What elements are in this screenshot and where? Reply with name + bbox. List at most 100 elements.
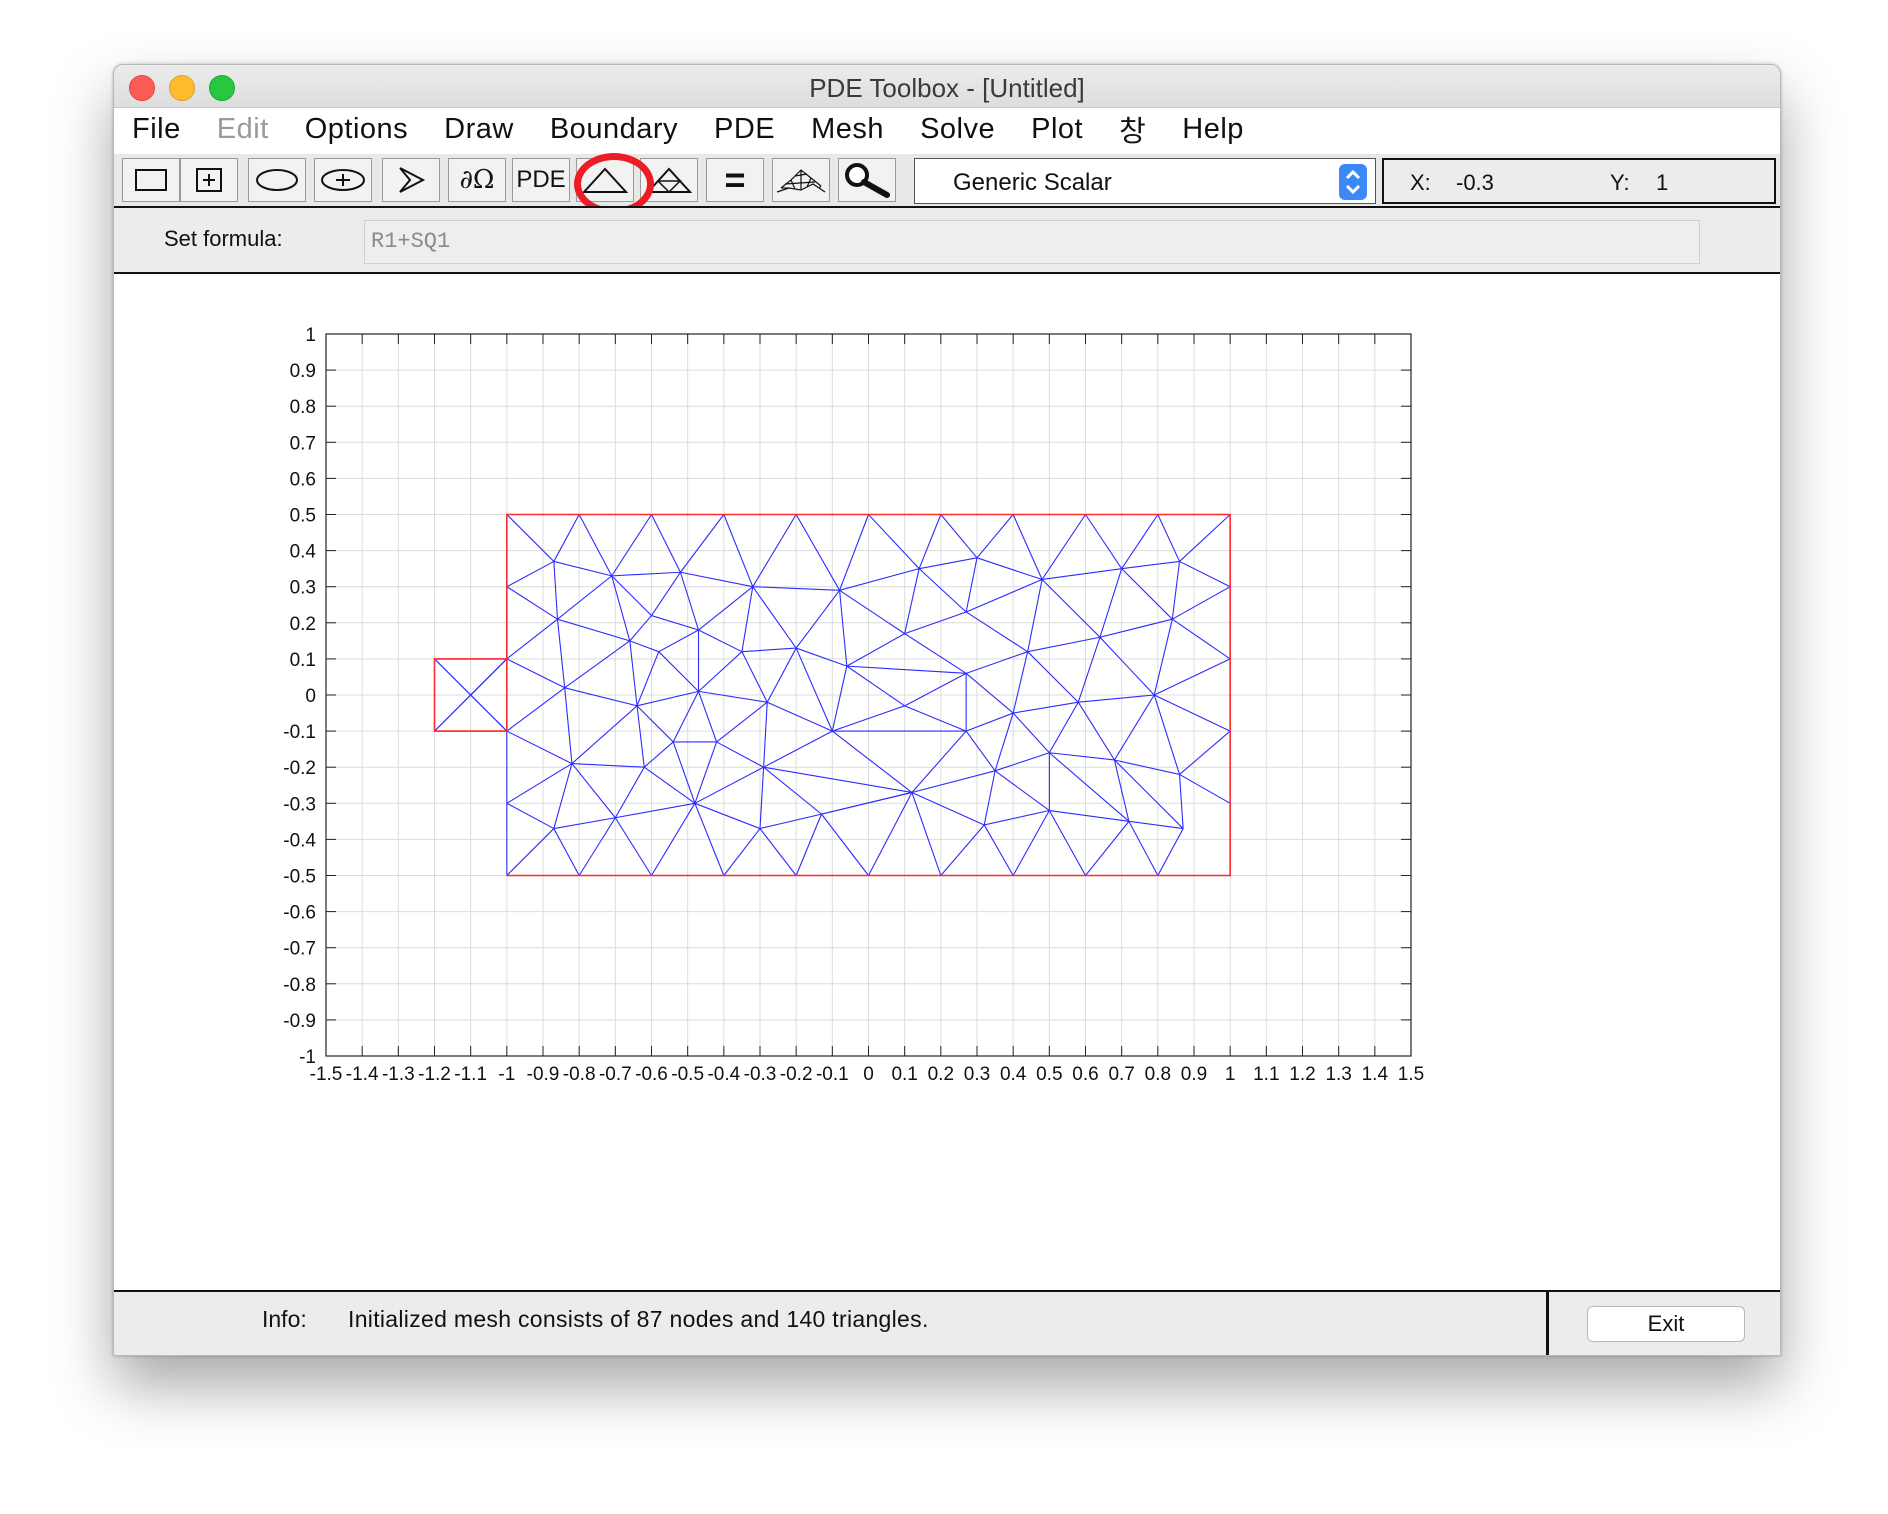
pde-specification-button[interactable]: PDE [512,158,570,202]
mesh-edge [911,730,967,793]
menu-item[interactable]: Boundary [549,112,678,145]
draw-rectangle-button[interactable] [122,158,180,202]
x-tick-label: 1.4 [1362,1064,1389,1085]
mesh-edge [1027,579,1043,652]
draw-centered-rectangle-button[interactable] [180,158,238,202]
menu-item[interactable]: Options [304,112,409,145]
mesh-edge [965,557,978,613]
mesh-edge [636,705,645,768]
x-tick-label: 0.8 [1145,1064,1171,1085]
y-tick-label: 0.9 [290,361,316,382]
mesh-edge [763,766,912,794]
set-formula-input[interactable]: R1+SQ1 [364,220,1700,264]
mesh-edge [557,618,630,642]
y-tick-label: 0.1 [290,650,316,671]
exit-button[interactable]: Exit [1587,1306,1745,1342]
title-bar[interactable]: PDE Toolbox - [Untitled] [114,65,1780,108]
zoom-button[interactable] [838,158,896,202]
mesh-edge [723,828,761,876]
mesh-edge [564,640,631,689]
x-tick-label: -0.9 [527,1064,560,1085]
minimize-window-button[interactable] [169,75,195,101]
info-message: Initialized mesh consists of 87 nodes an… [348,1306,929,1332]
menu-item[interactable]: Mesh [811,112,885,145]
mesh-edge [698,690,768,703]
menu-item[interactable]: Help [1182,112,1244,145]
mesh-edge [1085,514,1123,569]
mesh-edge [506,828,555,876]
x-tick-label: -0.2 [780,1064,813,1085]
mesh-edge [795,647,847,667]
mesh-edge [506,730,573,765]
x-tick-label: 0.5 [1036,1064,1062,1085]
menu-item[interactable]: File [132,112,181,145]
mesh-plot[interactable]: -1.5 -1.4 -1.3 -1.2 -1.1 -1 -0.9 -0.8 -0.7 -0.6 -0… [114,274,1780,1274]
mesh-edge [994,770,1050,811]
mesh-edge [636,690,699,707]
draw-ellipse-button[interactable] [248,158,306,202]
mesh-edge [434,658,508,732]
mesh-edge [1157,514,1181,562]
maximize-window-button[interactable] [209,75,235,101]
x-tick-label: -1.5 [310,1064,343,1085]
mesh-edge [651,571,681,616]
x-tick-label: 0.9 [1181,1064,1207,1085]
mesh-edge [911,792,942,876]
menu-item[interactable]: 창 [1119,116,1147,148]
x-tick-label: -0.7 [599,1064,632,1085]
mesh-edge [1171,561,1181,620]
draw-centered-ellipse-button[interactable] [314,158,372,202]
solve-pde-button[interactable]: = [706,158,764,202]
mesh-edge [1041,579,1101,638]
menu-item[interactable]: Solve [920,112,996,145]
mesh-edge [976,557,1043,581]
y-tick-label: -0.1 [283,722,316,743]
mesh-edge [965,611,1028,653]
mesh-edge [506,802,555,830]
menu-item[interactable]: Edit [216,112,269,145]
plot-solution-button[interactable] [772,158,830,202]
mesh-edge [1049,752,1115,761]
x-tick-label: 0 [863,1064,874,1085]
close-window-button[interactable] [129,75,155,101]
mesh-edge [965,578,1043,613]
mesh-edge [1179,730,1231,775]
mesh-edge [759,828,797,876]
menu-item[interactable]: Plot [1031,112,1084,145]
mesh-edge [571,705,638,765]
mesh-edge [752,586,840,591]
mesh-edge [1048,810,1086,876]
application-mode-select[interactable]: Generic Scalar [914,158,1376,204]
mesh-edge [694,741,718,804]
set-formula-label: Set formula: [164,226,283,251]
mesh-edge [697,691,718,743]
x-tick-label: -0.6 [635,1064,668,1085]
y-tick-label: -0.8 [283,975,316,996]
menu-item[interactable]: PDE [714,112,776,145]
mesh-edge [846,665,967,674]
mesh-edge [506,514,555,562]
boundary-mode-button[interactable]: ∂Ω [448,158,506,202]
x-tick-label: -1.2 [418,1064,451,1085]
mesh-edge [1171,618,1231,660]
mesh-edge [839,514,870,591]
mesh-edge [1048,752,1130,822]
mesh-edge [741,651,768,703]
mesh-edge [658,651,699,692]
mesh-edge [918,514,942,569]
mesh-edge [553,560,612,577]
mesh-edge [795,647,833,732]
plot-solution-icon [776,169,826,193]
draw-polygon-button[interactable] [382,158,440,202]
plot-area[interactable]: -1.5 -1.4 -1.3 -1.2 -1.1 -1 -0.9 -0.8 -0.7 -0.6 -0… [114,274,1780,1274]
mesh-edge [1153,694,1181,775]
menu-item[interactable]: Draw [444,112,514,145]
mesh-edge [643,766,696,804]
pde-specification-icon: PDE [516,166,566,193]
y-coordinate-value: 1 [1656,170,1669,195]
zoom-icon [845,163,890,198]
mesh-edge [680,571,753,588]
mesh-edge [1012,712,1050,754]
mesh-edge [918,568,967,613]
y-tick-label: 0.5 [290,506,316,527]
